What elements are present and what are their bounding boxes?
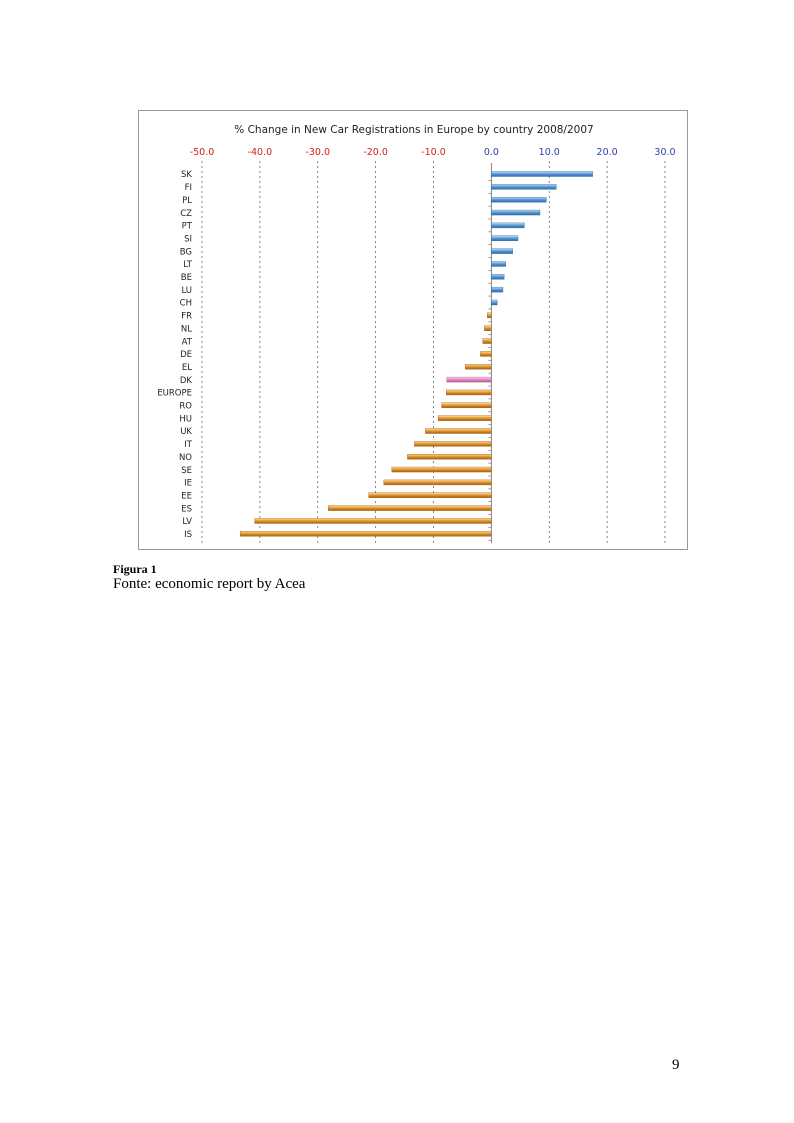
x-tick-label: 20.0 xyxy=(597,147,618,158)
x-tick-label: -20.0 xyxy=(363,147,388,158)
bar-fr xyxy=(487,312,492,319)
category-label: IT xyxy=(184,440,193,450)
category-label: DE xyxy=(180,350,192,360)
category-label: LU xyxy=(181,286,192,296)
bar-cz xyxy=(491,209,541,216)
figure-source: Fonte: economic report by Acea xyxy=(113,576,306,592)
bar-ro xyxy=(441,402,492,408)
category-label: BG xyxy=(180,247,192,257)
bar-se xyxy=(391,466,492,473)
page-number: 9 xyxy=(672,1057,680,1073)
bar-ch xyxy=(491,299,498,306)
category-label: EUROPE xyxy=(157,389,192,399)
bar-europe xyxy=(446,389,492,396)
x-tick-label: 0.0 xyxy=(484,147,499,158)
category-label: IE xyxy=(184,479,192,489)
x-tick-label: 30.0 xyxy=(654,147,675,158)
x-tick-label: 10.0 xyxy=(539,147,560,158)
bar-dk xyxy=(446,376,492,383)
category-label: EE xyxy=(181,491,192,501)
x-tick-label: -40.0 xyxy=(248,147,273,158)
bar-no xyxy=(407,454,492,460)
category-label: HU xyxy=(179,414,192,424)
bar-bg xyxy=(491,248,513,254)
category-label: SE xyxy=(181,466,192,476)
category-label: NO xyxy=(179,453,192,463)
bar-fi xyxy=(491,184,557,190)
bar-it xyxy=(414,441,492,447)
bar-pt xyxy=(491,222,525,229)
bar-chart: % Change in New Car Registrations in Eur… xyxy=(157,124,676,543)
bar-at xyxy=(482,338,492,344)
bar-ie xyxy=(383,479,492,486)
x-tick-label: -50.0 xyxy=(190,147,215,158)
bar-lu xyxy=(491,286,504,293)
category-label: FI xyxy=(185,183,192,193)
bar-el xyxy=(465,364,492,370)
bar-sk xyxy=(491,171,593,177)
bar-ee xyxy=(368,492,492,498)
category-label: LT xyxy=(183,260,193,270)
bar-is xyxy=(239,531,492,537)
category-label: IS xyxy=(184,530,192,540)
category-label: PL xyxy=(182,196,192,206)
bar-nl xyxy=(484,325,492,331)
x-tick-label: -30.0 xyxy=(305,147,330,158)
x-tick-label: -10.0 xyxy=(421,147,446,158)
category-label: UK xyxy=(180,427,192,437)
figure-caption: Figura 1 xyxy=(113,562,157,576)
bar-lv xyxy=(254,518,492,524)
category-label: EL xyxy=(182,363,192,373)
category-label: AT xyxy=(182,337,193,347)
bar-si xyxy=(491,235,519,241)
category-label: BE xyxy=(181,273,192,283)
bar-de xyxy=(480,351,492,357)
bar-be xyxy=(491,274,505,280)
category-label: FR xyxy=(181,312,192,322)
category-label: SK xyxy=(181,170,192,180)
bar-lt xyxy=(491,261,507,267)
chart-frame: % Change in New Car Registrations in Eur… xyxy=(138,110,688,550)
bar-hu xyxy=(437,415,492,421)
bar-uk xyxy=(425,428,492,434)
bar-es xyxy=(327,505,492,511)
category-label: DK xyxy=(180,376,193,386)
category-label: CH xyxy=(180,299,192,309)
category-label: CZ xyxy=(180,209,192,219)
category-label: ES xyxy=(181,504,192,514)
bar-pl xyxy=(491,196,547,203)
category-label: NL xyxy=(181,324,192,334)
category-label: RO xyxy=(179,402,192,412)
category-label: SI xyxy=(184,234,192,244)
category-label: LV xyxy=(182,517,192,527)
category-label: PT xyxy=(182,222,193,232)
chart-title: % Change in New Car Registrations in Eur… xyxy=(234,124,593,136)
